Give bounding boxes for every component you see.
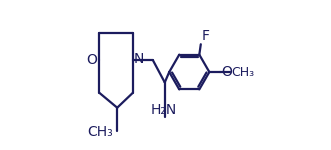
Text: F: F xyxy=(202,29,210,43)
Text: O: O xyxy=(86,53,97,67)
Text: CH₃: CH₃ xyxy=(88,125,114,139)
Text: H₂N: H₂N xyxy=(151,103,177,117)
Text: N: N xyxy=(133,52,144,66)
Text: CH₃: CH₃ xyxy=(231,66,254,79)
Text: O: O xyxy=(221,65,232,79)
